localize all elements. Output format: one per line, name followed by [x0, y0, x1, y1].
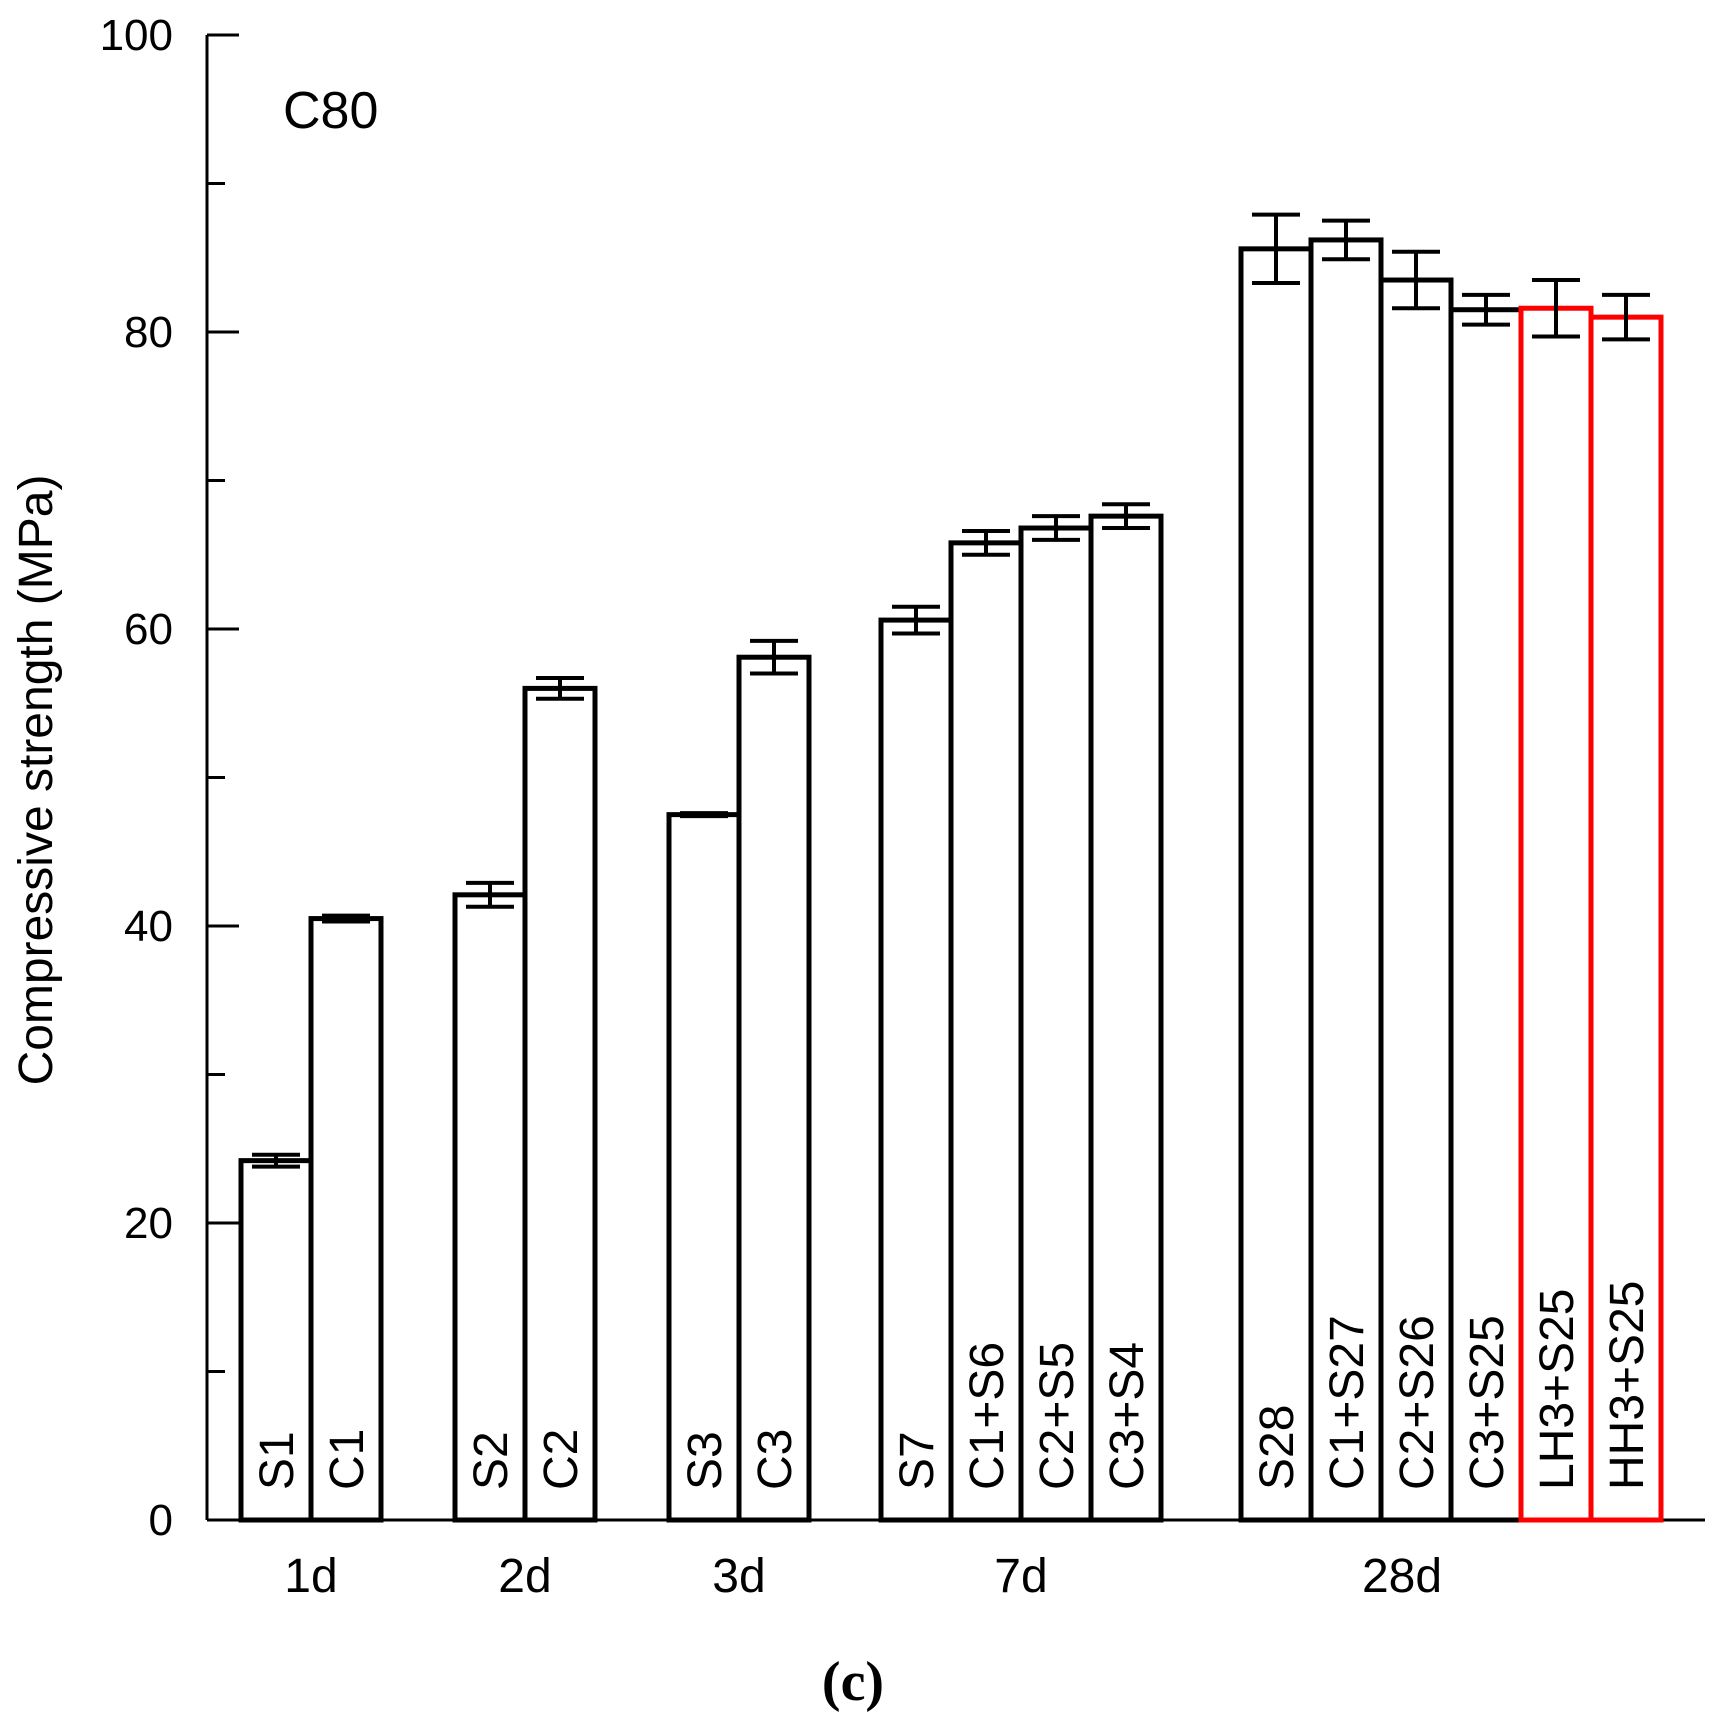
bar-c1	[308, 916, 384, 1523]
group-label-1d: 1d	[284, 1550, 337, 1603]
bar-label: S28	[1251, 1405, 1304, 1490]
bar-s28	[1238, 246, 1314, 1523]
bar-label: C3+S25	[1461, 1315, 1514, 1490]
group-labels: 1d 2d 3d 7d 28d	[284, 1550, 1442, 1603]
bar-label: LH3+S25	[1531, 1289, 1584, 1491]
chart-annotation: C80	[283, 82, 378, 140]
bar-label: C3	[749, 1429, 802, 1490]
y-tick-label: 40	[124, 902, 173, 951]
bar-s2	[452, 892, 528, 1523]
bar-label: C2+S5	[1031, 1342, 1084, 1490]
y-tick-label: 0	[149, 1496, 173, 1545]
bar-label: S1	[251, 1431, 304, 1490]
bar-label: C1+S6	[961, 1342, 1014, 1490]
bar-label: C2+S26	[1391, 1315, 1444, 1490]
bar-label: S3	[679, 1431, 732, 1490]
bar-c1-plus-s6	[948, 540, 1024, 1523]
bar-c3	[736, 654, 812, 1523]
group-label-7d: 7d	[994, 1550, 1047, 1603]
bar-label: C3+S4	[1101, 1342, 1154, 1490]
bar-c2	[522, 685, 598, 1523]
bar-label: S7	[891, 1431, 944, 1490]
y-axis-title: Compressive strength (MPa)	[10, 475, 63, 1086]
y-tick-label: 20	[124, 1199, 173, 1248]
figure-caption: (c)	[822, 1651, 884, 1713]
bar-label: C2	[535, 1429, 588, 1490]
group-label-2d: 2d	[498, 1550, 551, 1603]
group-label-3d: 3d	[712, 1550, 765, 1603]
bar-label: HH3+S25	[1601, 1281, 1654, 1490]
bar-c2-plus-s26	[1378, 277, 1454, 1523]
bar-label: C1+S27	[1321, 1315, 1374, 1490]
y-tick-label: 100	[100, 11, 173, 60]
bars	[238, 237, 1664, 1523]
bar-label: C1	[321, 1429, 374, 1490]
error-bars	[252, 212, 1650, 1169]
y-tick-label: 80	[124, 308, 173, 357]
bar-label: S2	[465, 1431, 518, 1490]
group-label-28d: 28d	[1362, 1550, 1442, 1603]
y-tick-label: 60	[124, 605, 173, 654]
bar-labels: S1 C1 S2 C2 S3 C3 S7 C1+S6 C2+S5 C3+S4 S28 C1+S27 C2…	[251, 1281, 1654, 1490]
bar-s7	[878, 617, 954, 1523]
bar-lh3-plus-s25	[1518, 305, 1594, 1523]
bar-s3	[666, 812, 742, 1523]
bar-hh3-plus-s25	[1588, 314, 1664, 1523]
